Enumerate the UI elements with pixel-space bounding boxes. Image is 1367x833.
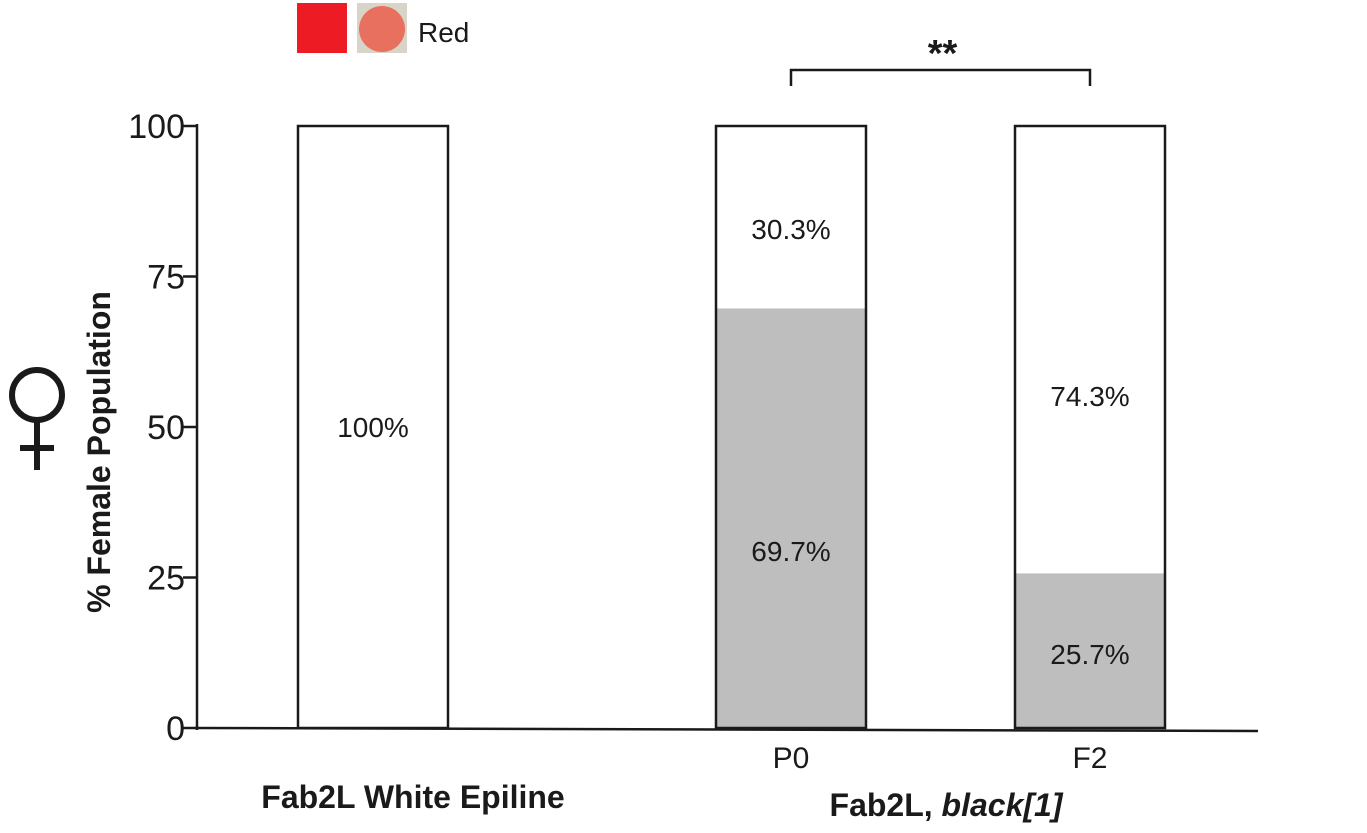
data-label: 69.7% (751, 536, 830, 567)
bar-segment-white (1015, 126, 1165, 574)
legend: Red (297, 3, 469, 53)
y-tick-label: 75 (147, 259, 185, 297)
bar-outline (1013, 124, 1167, 730)
group-label-black-prefix: Fab2L, (830, 787, 942, 823)
bar-segment-red (716, 308, 866, 728)
y-tick-label: 25 (147, 560, 185, 598)
legend-red-swatch (297, 3, 347, 53)
group-label-white-epiline: Fab2L White Epiline (261, 779, 564, 815)
bars: 100% 69.7% 30.3% P0 25.7% 74.3% F2 (296, 124, 1167, 775)
y-tick-label: 100 (128, 108, 185, 146)
bar-segment-white (716, 126, 866, 309)
data-label: 25.7% (1050, 639, 1129, 670)
significance-label: ** (928, 33, 958, 75)
bar-segment-white (298, 126, 448, 728)
bar-outline (714, 124, 868, 730)
bar-p0: 69.7% 30.3% P0 (714, 124, 868, 775)
bar-segment-red (1015, 573, 1165, 728)
bar-white-epiline: 100% (296, 124, 450, 730)
y-axis-title: % Female Population (81, 291, 117, 613)
legend-red-label: Red (418, 17, 469, 48)
group-label-black-italic: black[1] (942, 787, 1064, 823)
y-tick-label: 50 (147, 409, 185, 447)
data-label: 30.3% (751, 214, 830, 245)
female-symbol-icon (9, 367, 65, 470)
bar-outline (296, 124, 450, 730)
x-tick-label: F2 (1072, 742, 1107, 775)
significance-bracket: ** (789, 33, 1092, 86)
axes: 0 25 50 75 100 (128, 108, 1259, 748)
data-label: 74.3% (1050, 381, 1129, 412)
x-tick-label: P0 (773, 742, 810, 775)
data-label: 100% (337, 412, 409, 443)
bar-f2: 25.7% 74.3% F2 (1013, 124, 1167, 775)
group-label-black: Fab2L, black[1] (830, 787, 1064, 823)
y-tick-label: 0 (166, 710, 185, 748)
legend-eye-icon (357, 3, 407, 53)
